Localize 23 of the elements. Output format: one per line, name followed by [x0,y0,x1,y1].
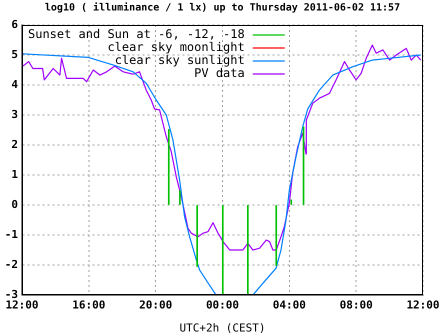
y-tick-label: 3 [11,108,18,121]
y-tick-label: -3 [4,288,18,301]
x-tick-label: 16:00 [72,298,106,312]
y-tick-label: -2 [4,258,18,271]
x-tick-label: 00:00 [206,298,240,312]
x-tick-label: 12:00 [5,298,39,312]
y-tick-label: 6 [11,18,18,31]
y-tick-label: 4 [11,78,18,91]
x-tick-label: 12:00 [406,298,440,312]
y-tick-label: 5 [11,48,18,61]
legend-label: PV data [194,66,245,80]
chart-title: log10 ( illuminance / 1 lx) up to Thursday 2011-06-02 11:57 [44,2,400,14]
y-tick-label: 2 [11,138,18,151]
y-tick-label: 0 [11,198,18,211]
legend-label: clear sky moonlight [107,40,245,54]
x-tick-label: 08:00 [340,298,373,312]
x-axis-title: UTC+2h (CEST) [179,321,266,334]
y-tick-label: 1 [11,168,18,181]
y-tick-label: -1 [4,228,18,241]
legend-label: Sunset and Sun at -6, -12, -18 [28,27,245,42]
x-tick-label: 20:00 [139,298,172,312]
legend-label: clear sky sunlight [114,53,245,68]
x-tick-label: 04:00 [272,298,306,312]
